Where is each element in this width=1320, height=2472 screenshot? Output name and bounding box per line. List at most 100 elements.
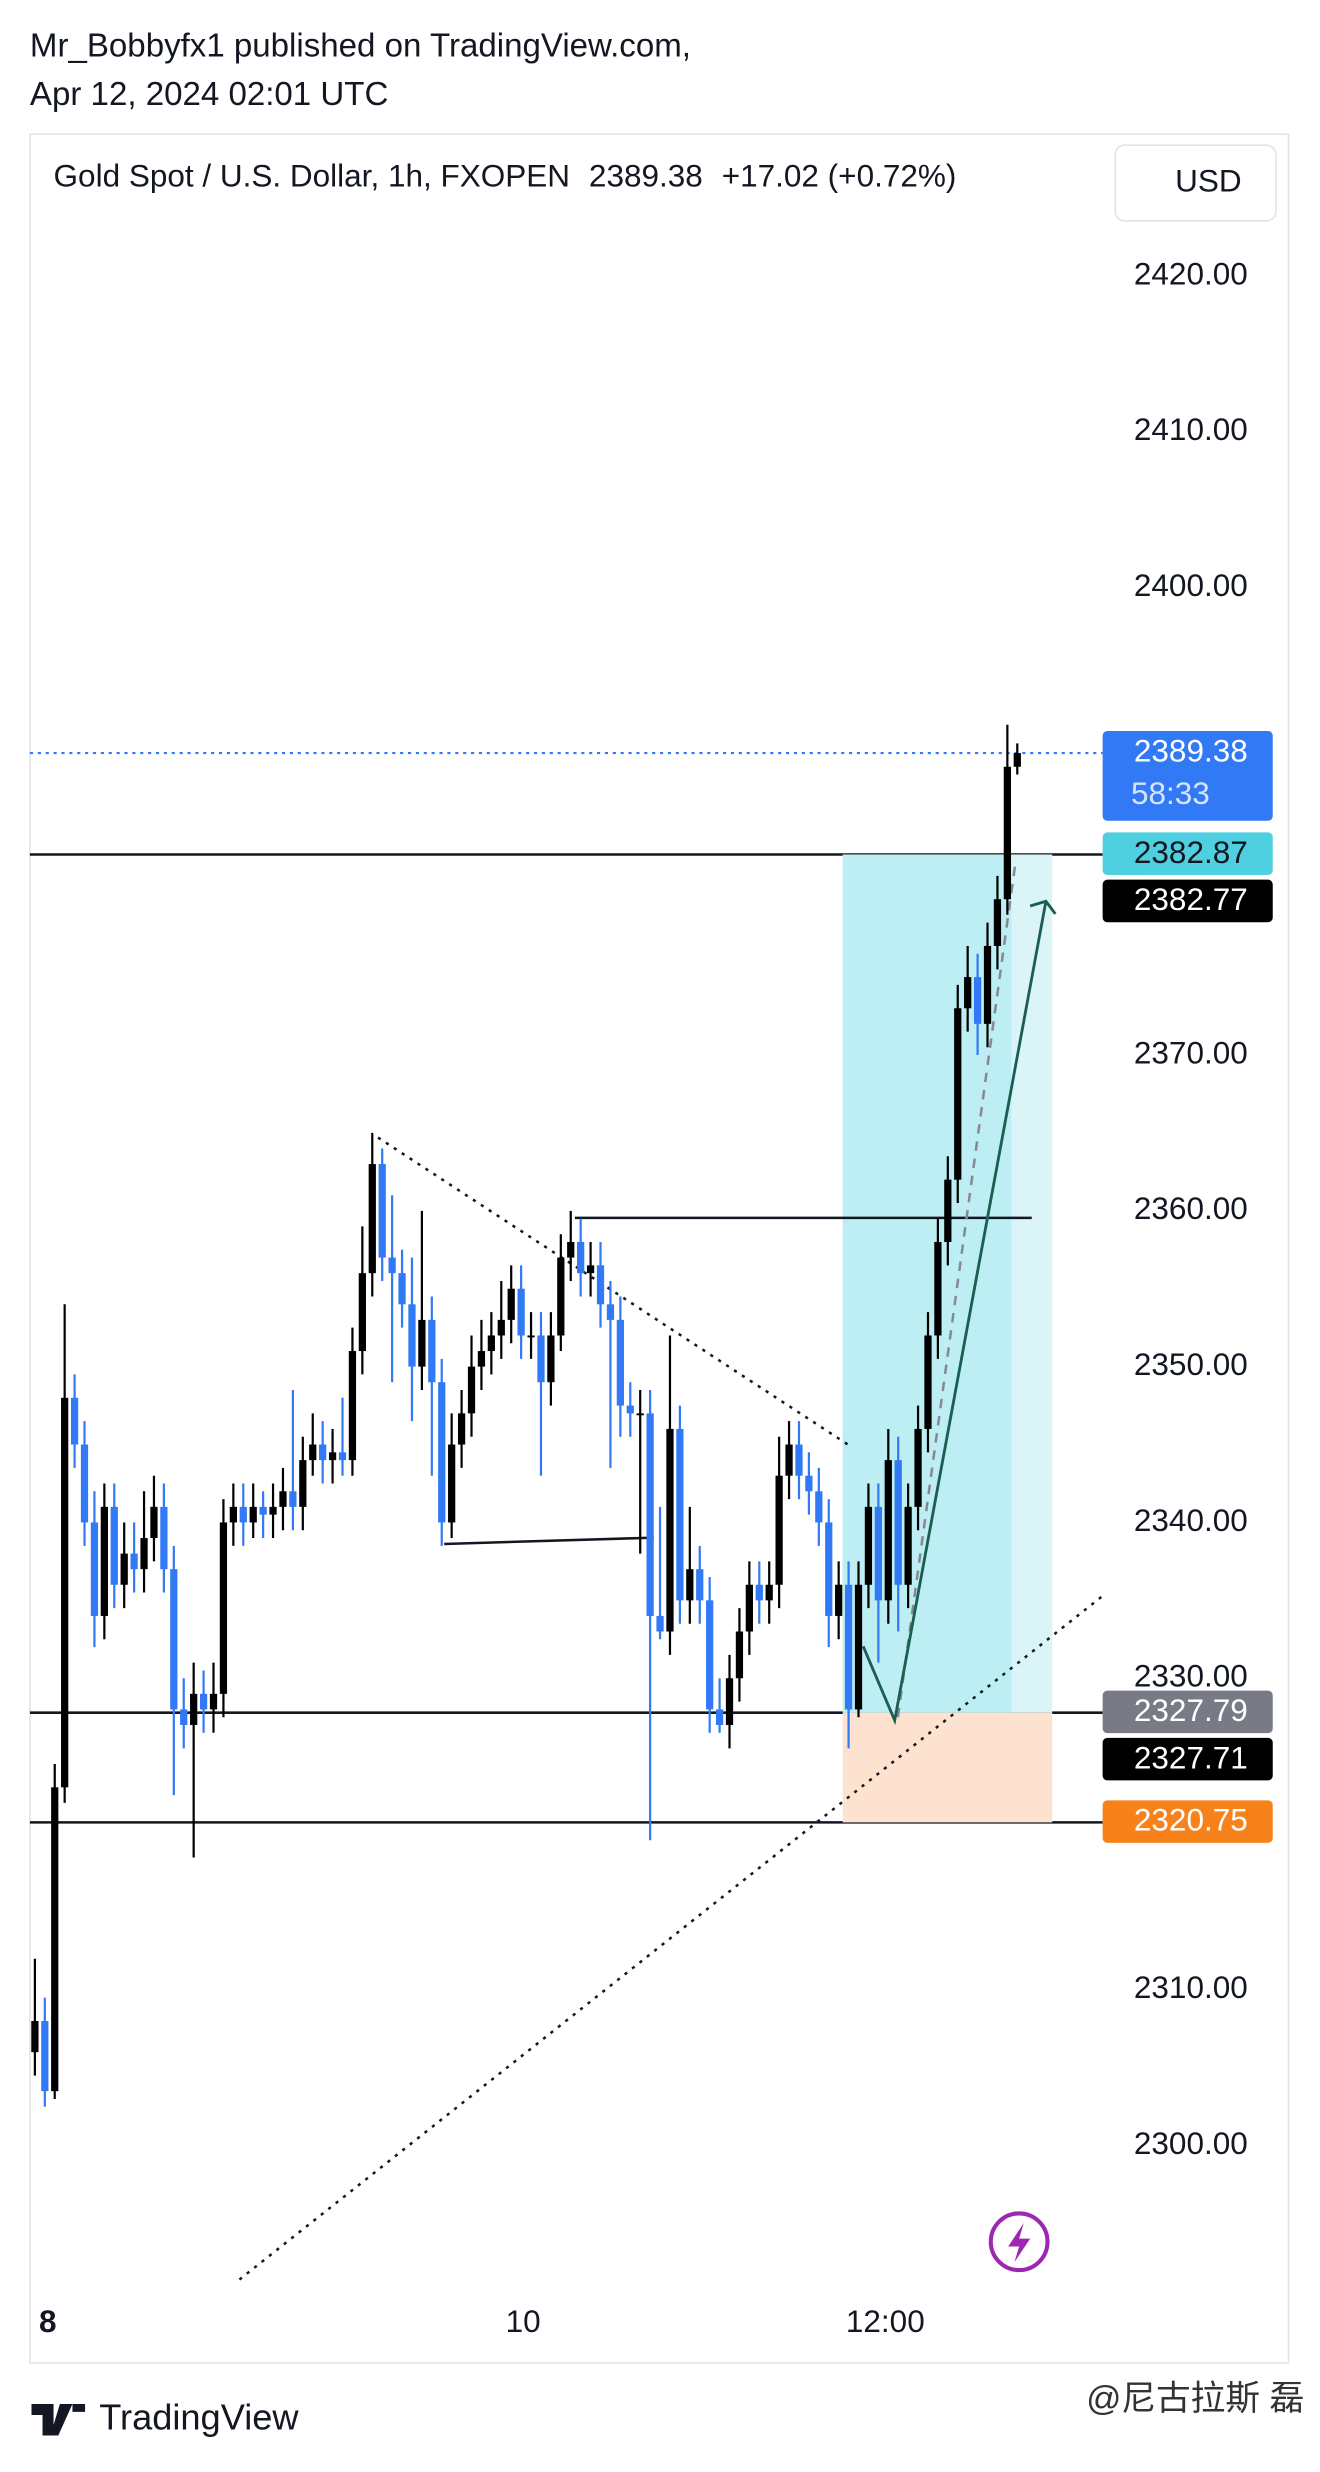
candle-body (209, 1693, 218, 1710)
trend-line (238, 1594, 1104, 2281)
candle-body (408, 1304, 416, 1367)
candle-body (795, 1444, 803, 1476)
candle-body (686, 1569, 694, 1601)
candle-body (100, 1506, 108, 1616)
loss-zone (842, 1712, 1053, 1823)
candle-body (676, 1428, 684, 1601)
candle-body (448, 1444, 456, 1523)
candle-body (964, 977, 972, 1009)
candle-body (557, 1257, 565, 1336)
candle-body (41, 2021, 49, 2092)
alert-icon[interactable] (988, 2211, 1050, 2273)
candle-body (666, 1428, 674, 1632)
candle-body (269, 1506, 277, 1515)
candle-body (130, 1553, 138, 1570)
candle-body (80, 1444, 89, 1523)
price-label: 2320.75 (1134, 1802, 1248, 1838)
candle-body (606, 1304, 615, 1320)
candle-body (904, 1506, 912, 1585)
x-tick-label: 12:00 (846, 2303, 925, 2339)
candle-body (467, 1366, 476, 1414)
arrow-head (1029, 899, 1057, 915)
candle-body (358, 1273, 366, 1352)
candle-body (934, 1241, 942, 1336)
candle-body (1003, 766, 1011, 900)
candle-body (51, 1787, 59, 2092)
price-axis: 2420.00 2410.00 2400.00 2370.00 2360.00 2350.… (1102, 255, 1273, 2161)
candle-body (914, 1428, 922, 1507)
candle-body (249, 1506, 257, 1523)
candle-body (279, 1491, 287, 1507)
candle-body (924, 1335, 932, 1429)
price-label: 2389.38 (1134, 732, 1248, 768)
candle-body (765, 1584, 773, 1601)
candle-body (418, 1319, 426, 1367)
candle-body (586, 1265, 595, 1274)
candle-body (497, 1319, 505, 1336)
candle-body (140, 1538, 148, 1570)
candle-body (725, 1678, 734, 1726)
price-label-box (1102, 832, 1273, 875)
candle-body (844, 1584, 853, 1710)
candle-body (894, 1460, 902, 1585)
candles (31, 724, 1021, 2107)
candle-body (656, 1615, 664, 1632)
currency[interactable]: USD (1175, 162, 1242, 198)
candle-body (835, 1584, 843, 1616)
candle-body (825, 1522, 833, 1616)
last-price: 2389.38 (589, 158, 703, 194)
candle-body (706, 1600, 714, 1710)
published-date: Apr 12, 2024 02:01 UTC (30, 76, 388, 113)
publisher: Mr_Bobbyfx1 published on TradingView.com… (30, 27, 691, 64)
candle-body (120, 1553, 128, 1585)
y-tick-label: 2370.00 (1134, 1034, 1248, 1070)
tv-logo (31, 2403, 86, 2436)
y-tick-label: 2300.00 (1134, 2125, 1248, 2161)
countdown: 58:33 (1131, 775, 1210, 811)
candle-body (636, 1413, 644, 1416)
candle-body (527, 1335, 535, 1338)
candle-body (457, 1413, 466, 1445)
y-tick-label: 2410.00 (1134, 411, 1248, 447)
candle-body (616, 1319, 624, 1406)
price-label: 2382.87 (1134, 834, 1248, 870)
candle-body (775, 1475, 783, 1585)
price-label-box (1102, 730, 1273, 821)
candle-body (219, 1522, 228, 1694)
candle-body (170, 1569, 178, 1710)
candle-body (289, 1491, 297, 1507)
alert-icon-bolt (1008, 2222, 1031, 2263)
candle-body (378, 1164, 386, 1258)
y-tick-label: 2400.00 (1134, 567, 1248, 603)
candle-body (388, 1257, 396, 1274)
price-label: 2382.77 (1134, 881, 1248, 917)
candle-body (735, 1631, 744, 1679)
candle-body (239, 1506, 247, 1523)
candle-body (31, 2021, 39, 2053)
candle-body (626, 1405, 634, 1414)
symbol: Gold Spot / U.S. Dollar, 1h, FXOPEN (54, 158, 570, 194)
x-tick-label: 10 (506, 2303, 541, 2339)
candle-body (338, 1452, 347, 1461)
candle-body (487, 1335, 495, 1352)
brand: TradingView (99, 2396, 299, 2437)
candle-body (874, 1506, 882, 1601)
candle-body (944, 1179, 952, 1242)
candle-body (805, 1475, 813, 1492)
candle-body (854, 1584, 863, 1710)
price-label-box (1102, 879, 1273, 923)
currency-button[interactable] (1114, 144, 1277, 222)
candle-body (547, 1335, 555, 1383)
candle-body (973, 977, 982, 1024)
candle-body (438, 1382, 446, 1523)
candle-body (596, 1265, 605, 1305)
candle-body (309, 1444, 317, 1461)
y-tick-label: 2420.00 (1134, 255, 1248, 291)
y-tick-label: 2340.00 (1134, 1502, 1248, 1538)
path-arrow (861, 901, 1048, 1726)
candle-body (160, 1506, 168, 1570)
y-tick-label: 2310.00 (1134, 1969, 1248, 2005)
candle-body (983, 945, 992, 1024)
candle-body (537, 1335, 545, 1383)
